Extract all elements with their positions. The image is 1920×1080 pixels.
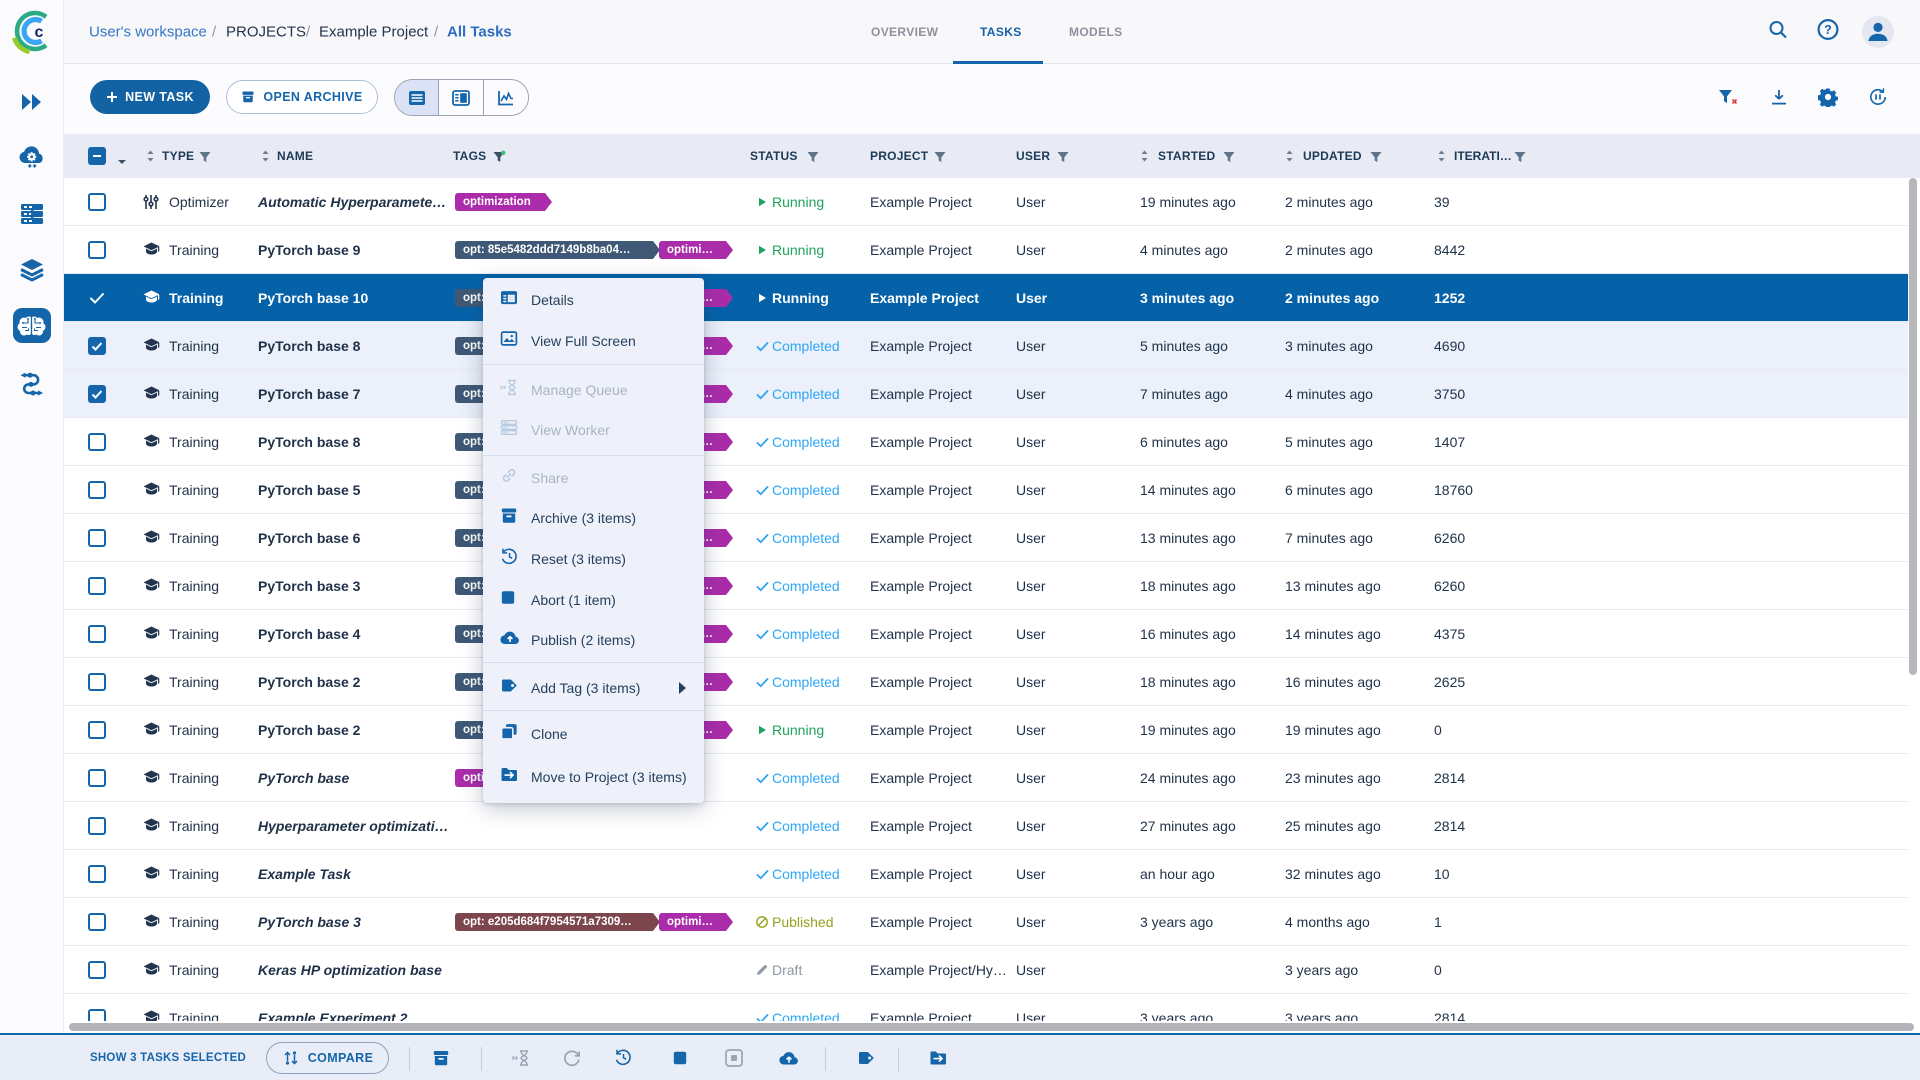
svg-text:?: ?	[1824, 22, 1832, 36]
svg-text:c: c	[35, 24, 44, 41]
